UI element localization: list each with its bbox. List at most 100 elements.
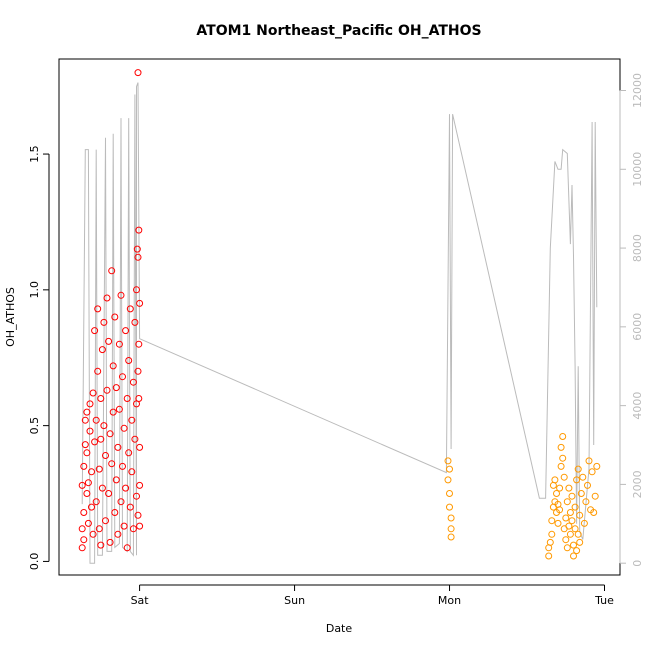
data-point bbox=[593, 462, 601, 470]
y-axis-label: OH_ATHOS bbox=[4, 287, 17, 347]
data-point bbox=[573, 476, 581, 484]
x-tick-label: Sun bbox=[284, 594, 305, 607]
data-point bbox=[114, 443, 122, 451]
data-point bbox=[131, 435, 139, 443]
data-point bbox=[447, 514, 455, 522]
data-point bbox=[119, 462, 126, 470]
data-point bbox=[135, 226, 143, 234]
y2-tick-label: 2000 bbox=[631, 470, 644, 498]
data-point bbox=[135, 340, 143, 348]
data-point bbox=[81, 441, 89, 449]
data-point bbox=[582, 498, 590, 506]
data-point bbox=[117, 291, 125, 299]
data-point bbox=[80, 536, 88, 544]
y-tick-label: 0.0 bbox=[28, 553, 41, 571]
data-point bbox=[574, 465, 582, 473]
data-point bbox=[580, 519, 588, 527]
data-point bbox=[563, 498, 571, 506]
data-point bbox=[446, 503, 453, 511]
data-point bbox=[111, 509, 119, 516]
data-point bbox=[89, 389, 97, 397]
data-point bbox=[136, 522, 144, 530]
data-point bbox=[551, 476, 559, 484]
x-tick-label: Tue bbox=[594, 594, 614, 607]
data-point bbox=[576, 538, 584, 546]
data-point bbox=[100, 422, 108, 430]
data-point bbox=[125, 357, 133, 364]
y-axis-left: 0.0 0.5 1.0 1.5 bbox=[28, 145, 50, 571]
data-point bbox=[563, 544, 571, 552]
data-point bbox=[556, 484, 564, 492]
data-point bbox=[97, 435, 105, 443]
data-point bbox=[103, 294, 111, 302]
data-point bbox=[92, 498, 100, 506]
y2-tick-label: 8000 bbox=[631, 234, 644, 262]
y-axis-right: 0 2000 4000 6000 8000 10000 12000 bbox=[619, 73, 644, 567]
data-point bbox=[98, 484, 106, 492]
data-point bbox=[559, 454, 567, 462]
data-point bbox=[573, 547, 581, 555]
data-point bbox=[114, 530, 122, 538]
data-point bbox=[95, 465, 103, 473]
data-point bbox=[83, 449, 91, 457]
data-point bbox=[447, 525, 455, 533]
data-point bbox=[128, 416, 136, 424]
data-point bbox=[570, 552, 577, 560]
data-point bbox=[134, 367, 142, 375]
data-point bbox=[565, 522, 573, 530]
data-point bbox=[131, 318, 139, 326]
data-point bbox=[566, 530, 574, 538]
data-point bbox=[562, 514, 570, 522]
data-point bbox=[120, 522, 128, 530]
data-point bbox=[546, 538, 554, 546]
data-point bbox=[574, 530, 582, 538]
y2-tick-label: 0 bbox=[631, 560, 644, 567]
data-point bbox=[136, 443, 144, 451]
data-point bbox=[102, 517, 109, 525]
data-point bbox=[123, 544, 131, 552]
data-point bbox=[106, 430, 114, 438]
y2-tick-label: 10000 bbox=[631, 152, 644, 187]
data-point bbox=[570, 541, 577, 549]
data-point bbox=[86, 400, 94, 408]
data-point bbox=[136, 299, 144, 307]
data-point bbox=[89, 530, 97, 538]
data-point bbox=[446, 465, 453, 473]
y-tick-label: 0.5 bbox=[28, 417, 41, 435]
data-point bbox=[446, 490, 453, 497]
data-point bbox=[556, 506, 564, 514]
points-layer bbox=[78, 69, 601, 560]
data-point bbox=[135, 395, 143, 402]
data-point bbox=[134, 511, 142, 519]
x-axis: Sat Sun Mon Tue bbox=[131, 584, 614, 607]
data-point bbox=[81, 416, 89, 424]
data-point bbox=[84, 479, 92, 487]
data-point bbox=[106, 538, 114, 546]
data-point bbox=[129, 525, 137, 533]
data-point bbox=[103, 386, 111, 394]
data-point bbox=[134, 253, 142, 261]
data-point bbox=[136, 481, 144, 489]
data-point bbox=[444, 457, 452, 465]
data-point bbox=[91, 438, 99, 446]
data-point bbox=[560, 473, 568, 481]
data-point bbox=[129, 378, 137, 386]
data-point bbox=[553, 490, 560, 497]
data-point bbox=[115, 405, 123, 413]
data-point bbox=[557, 462, 565, 470]
data-point bbox=[126, 503, 134, 511]
data-point bbox=[117, 498, 125, 506]
data-point bbox=[100, 318, 108, 326]
data-point bbox=[84, 519, 92, 527]
y2-tick-label: 6000 bbox=[631, 313, 644, 341]
data-point bbox=[91, 327, 99, 335]
data-point bbox=[577, 490, 585, 497]
data-point bbox=[97, 541, 105, 549]
data-point bbox=[557, 443, 565, 451]
data-point bbox=[112, 384, 120, 392]
data-point bbox=[559, 433, 567, 440]
data-point bbox=[133, 286, 140, 294]
data-point bbox=[128, 468, 136, 476]
altitude-line-layer bbox=[81, 82, 598, 564]
